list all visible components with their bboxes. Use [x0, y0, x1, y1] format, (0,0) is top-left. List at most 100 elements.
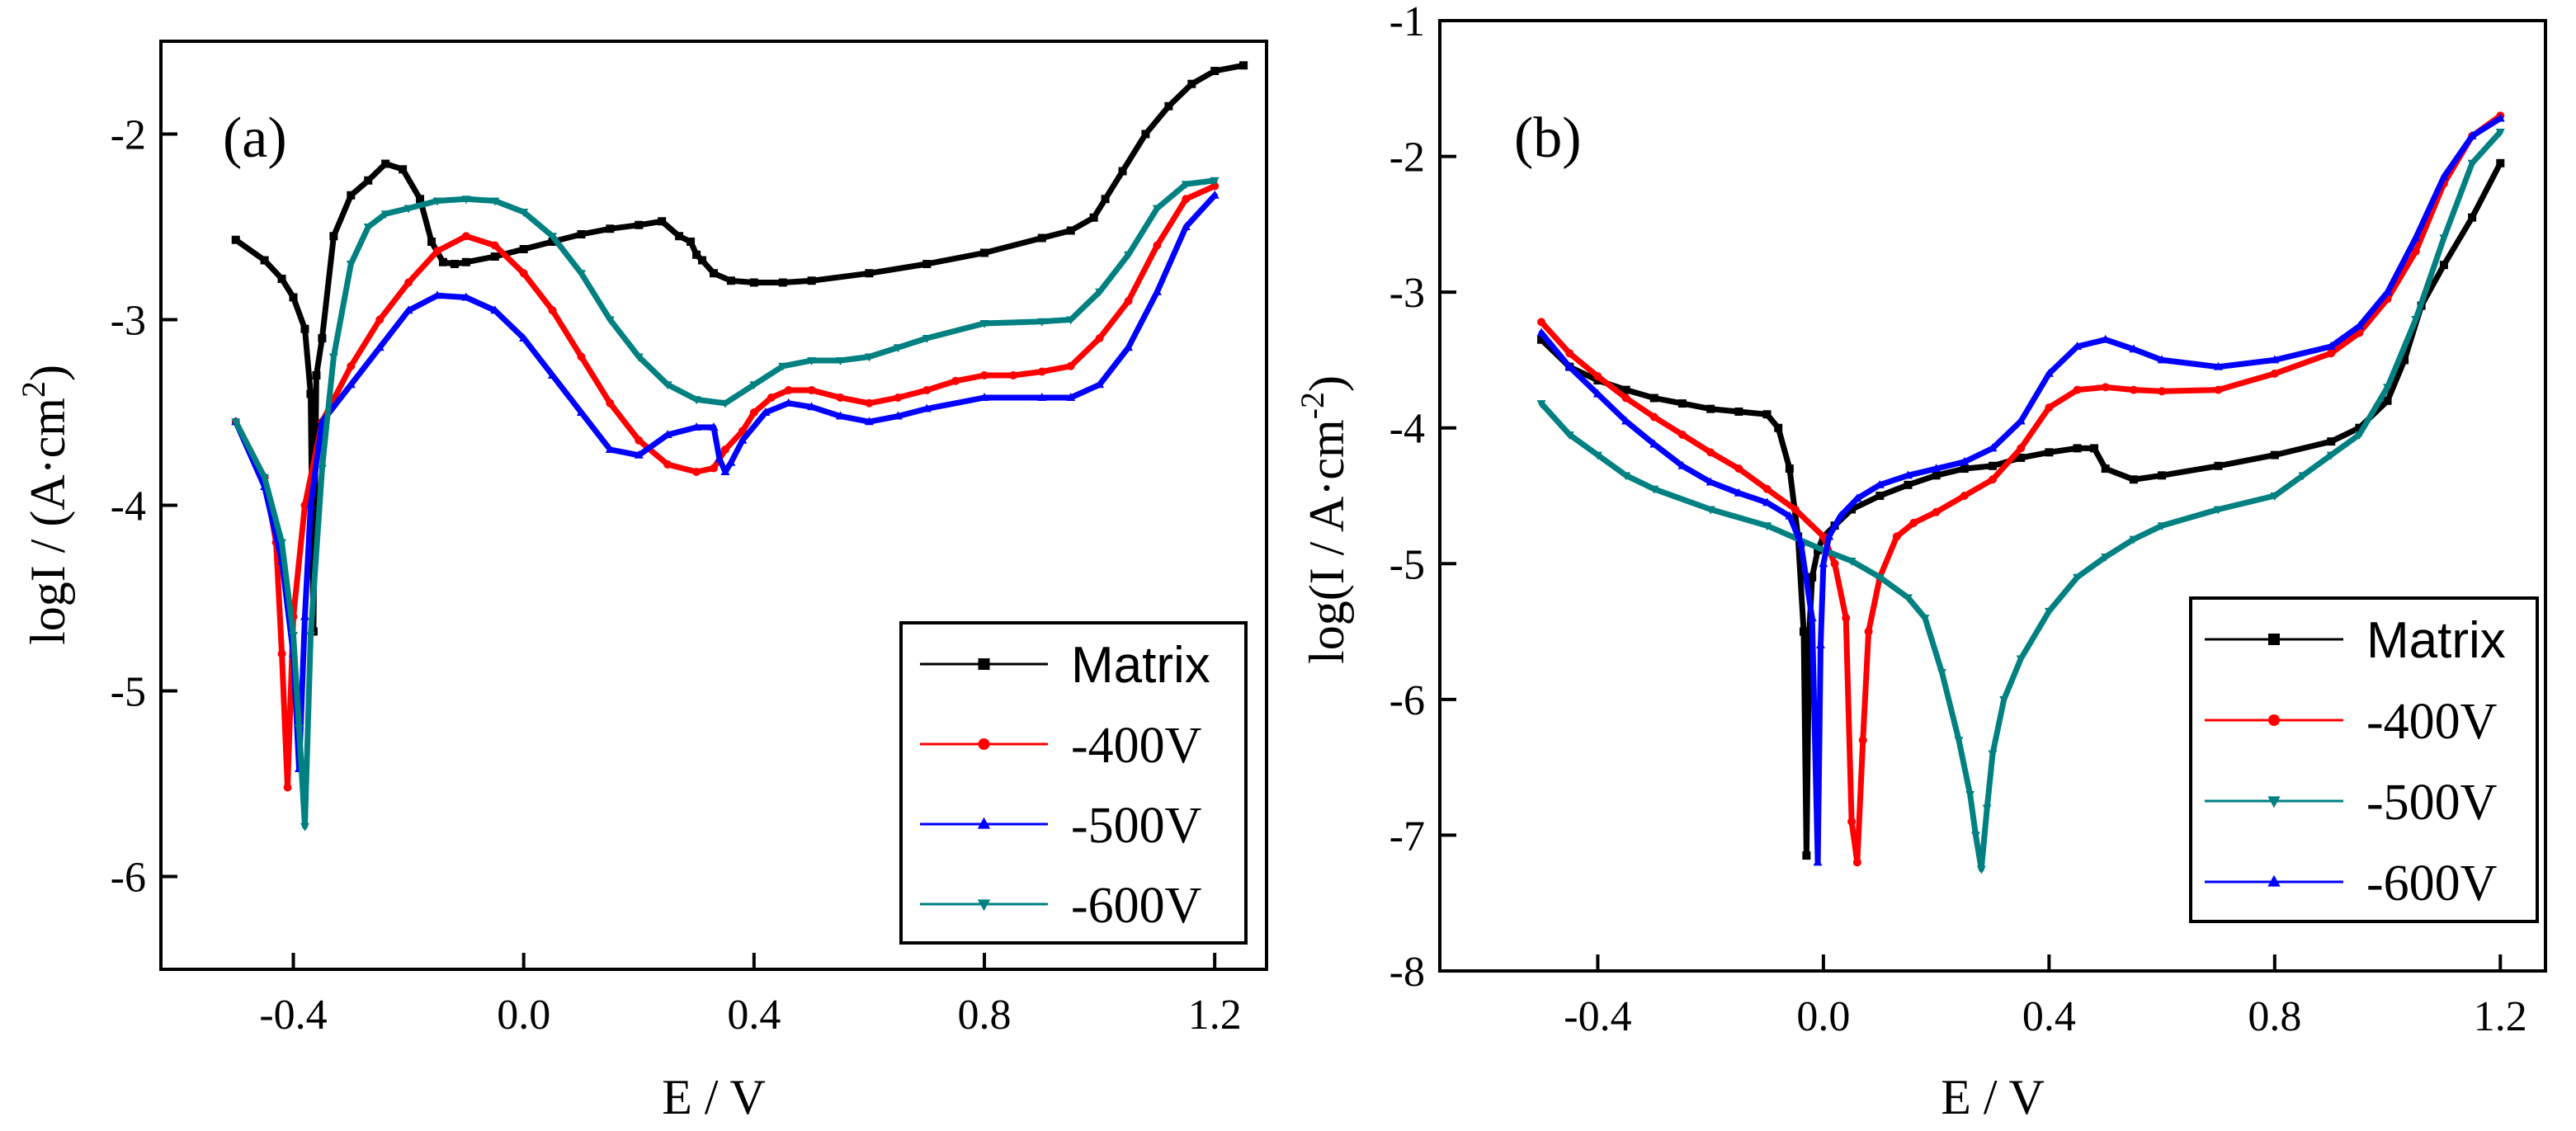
data-point-a-2 [663, 430, 672, 438]
data-point-b-2 [1649, 485, 1659, 494]
data-point-a-2 [709, 422, 719, 431]
data-point-a-0 [1141, 130, 1150, 139]
data-point-b-0 [1677, 399, 1687, 408]
y-axis-title-b-sup: -2 [1294, 392, 1331, 419]
data-point-a-3 [305, 632, 315, 640]
legend-marker-a-1 [978, 738, 990, 750]
data-point-b-0 [2090, 444, 2099, 453]
data-point-a-0 [1239, 61, 1248, 70]
data-point-b-3 [1903, 470, 1913, 479]
data-point-b-3 [1706, 477, 1715, 486]
data-point-b-1 [2327, 349, 2336, 358]
data-point-b-1 [1830, 559, 1839, 568]
data-point-a-0 [1164, 101, 1173, 111]
data-point-a-3 [634, 353, 644, 362]
data-point-b-1 [1734, 464, 1743, 474]
data-point-b-3 [1785, 511, 1795, 520]
data-point-b-0 [1805, 627, 1814, 636]
data-point-b-1 [2073, 385, 2082, 394]
data-point-b-0 [1847, 505, 1857, 514]
data-point-a-1 [767, 393, 776, 402]
data-point-b-0 [2101, 464, 2110, 474]
x-tick-label-b: -0.4 [1564, 993, 1631, 1040]
data-point-b-2 [1762, 522, 1772, 531]
data-point-a-0 [922, 260, 932, 268]
data-point-a-3 [328, 353, 338, 362]
data-point-b-3 [1536, 328, 1546, 337]
series-line-b-0 [1538, 160, 2503, 859]
data-point-a-1 [894, 393, 903, 402]
data-point-b-0 [1537, 335, 1546, 344]
data-point-b-1 [1960, 492, 1969, 500]
data-point-b-0 [1774, 423, 1783, 432]
data-point-a-2 [300, 611, 309, 620]
data-point-a-1 [1037, 367, 1046, 376]
y-tick-label-a: -2 [111, 112, 146, 159]
data-point-a-2 [784, 398, 794, 407]
data-point-b-0 [2158, 471, 2167, 480]
data-point-a-0 [658, 217, 667, 226]
data-point-a-1 [548, 306, 557, 315]
data-point-b-2 [1920, 615, 1930, 624]
data-point-a-0 [548, 238, 557, 246]
data-point-a-0 [1089, 213, 1098, 222]
data-point-b-1 [2411, 247, 2420, 256]
data-point-a-0 [1101, 195, 1110, 204]
data-point-a-3 [432, 197, 442, 206]
data-point-b-1 [1649, 412, 1658, 422]
data-point-a-0 [698, 256, 707, 265]
data-point-b-1 [1858, 736, 1867, 745]
data-point-b-2 [2354, 431, 2364, 440]
data-point-a-2 [634, 450, 644, 459]
data-point-b-0 [1785, 464, 1794, 474]
y-tick-label-b: -7 [1389, 813, 1425, 860]
data-point-b-2 [2439, 234, 2449, 243]
data-point-b-2 [1536, 400, 1546, 409]
y-tick-label-a: -3 [111, 298, 146, 345]
data-point-b-1 [1847, 817, 1857, 826]
data-point-b-3 [2129, 344, 2139, 353]
panel-label-a: (a) [223, 106, 287, 170]
data-point-b-3 [1852, 493, 1862, 502]
data-point-a-0 [347, 191, 356, 200]
legend-label-a-2: -500V [1071, 798, 1202, 854]
axis-ticks-b: -0.4 0.0 0.4 0.8 1.2 -8 -7 -6 -5 -4 -3 -2 -1 [1389, 0, 2527, 1040]
data-point-b-3 [1649, 439, 1659, 448]
data-point-b-1 [1621, 393, 1630, 403]
data-point-b-1 [1909, 518, 1918, 527]
data-point-b-0 [2214, 461, 2223, 470]
data-point-a-2 [720, 467, 730, 475]
data-point-b-0 [2270, 450, 2279, 459]
series-group-b [1536, 111, 2505, 874]
x-axis-title-a: E / V [662, 1070, 766, 1124]
data-point-b-1 [2158, 387, 2167, 396]
data-point-b-2 [2383, 384, 2393, 393]
data-point-a-3 [490, 197, 500, 206]
data-point-a-3 [1181, 181, 1191, 190]
data-point-b-0 [2439, 261, 2448, 270]
data-point-a-1 [692, 468, 701, 476]
data-point-a-1 [980, 371, 989, 379]
data-point-b-1 [2214, 385, 2223, 394]
data-point-b-2 [2270, 492, 2280, 501]
data-point-b-3 [1807, 613, 1817, 622]
data-point-a-0 [686, 238, 696, 246]
data-point-a-0 [306, 389, 315, 398]
legend-label-a-3: -600V [1071, 878, 1202, 934]
data-point-a-0 [1187, 79, 1196, 88]
data-point-a-3 [548, 233, 558, 242]
data-point-a-3 [749, 381, 759, 390]
x-tick-label-a: 0.0 [497, 992, 550, 1039]
data-point-a-2 [1066, 393, 1076, 401]
series-a-2 [231, 190, 1220, 772]
data-point-a-1 [738, 426, 747, 436]
data-point-a-2 [403, 305, 413, 314]
series-a-3 [231, 177, 1220, 832]
data-point-b-2 [1999, 695, 2009, 705]
data-point-b-2 [1976, 865, 1986, 874]
data-point-a-1 [577, 352, 586, 361]
legend-items-a: Matrix -400V -500V -600V [920, 637, 1210, 934]
x-tick-label-b: 0.0 [1796, 993, 1850, 1040]
data-point-a-1 [461, 232, 470, 241]
